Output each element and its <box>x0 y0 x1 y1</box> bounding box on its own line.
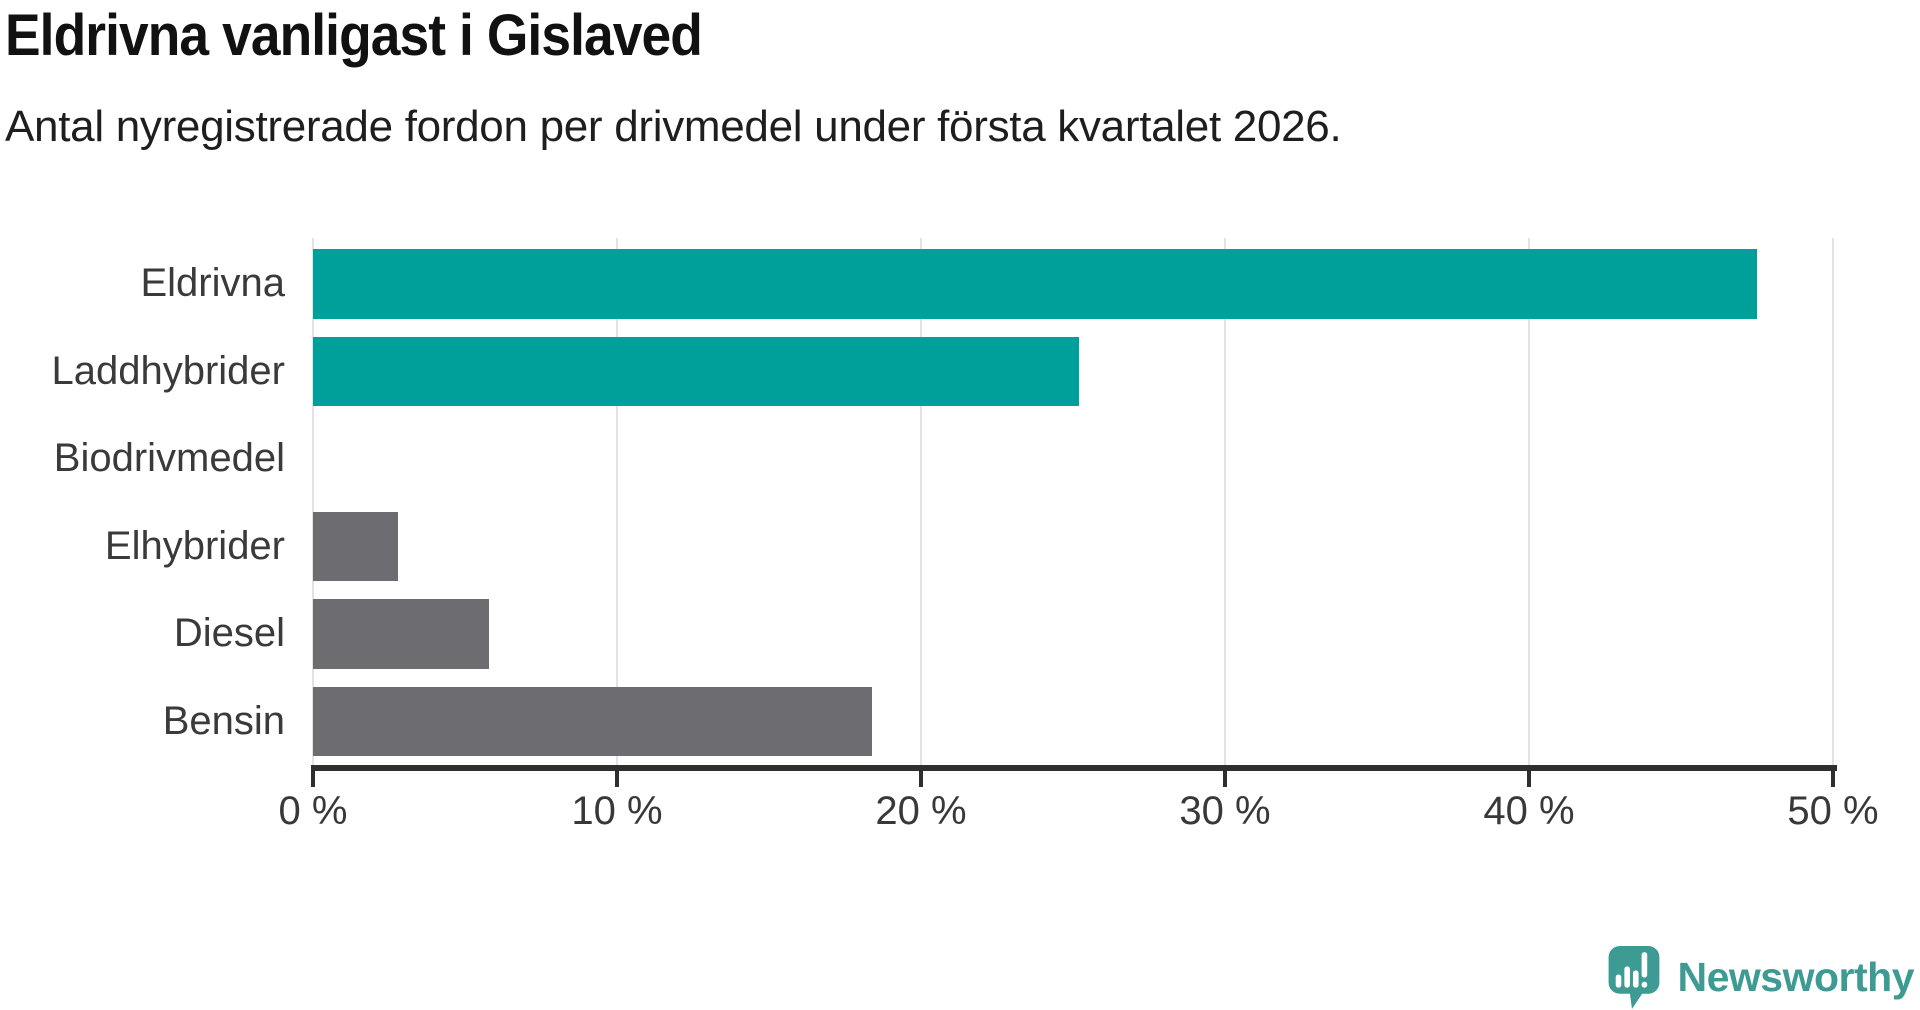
gridline <box>312 238 314 765</box>
bar <box>313 511 399 581</box>
x-axis-tick <box>615 765 619 787</box>
category-label: Biodrivmedel <box>53 436 285 480</box>
x-axis-tick <box>1831 765 1835 787</box>
newsworthy-logo: Newsworthy <box>1608 946 1915 1009</box>
chart-title: Eldrivna vanligast i Gislaved <box>5 3 703 68</box>
x-axis-tick-label: 10 % <box>571 789 663 833</box>
gridline <box>1224 238 1226 765</box>
x-axis-tick <box>919 765 923 787</box>
category-label: Bensin <box>162 698 285 743</box>
x-axis-tick-label: 40 % <box>1483 789 1575 833</box>
gridline <box>616 238 618 765</box>
chart-subtitle: Antal nyregistrerade fordon per drivmede… <box>5 102 1342 151</box>
category-label: Diesel <box>173 611 285 655</box>
x-axis-tick-label: 0 % <box>278 789 348 833</box>
newsworthy-logo-icon <box>1608 946 1659 1009</box>
category-label: Laddhybrider <box>51 348 286 393</box>
bar <box>313 599 490 669</box>
x-axis-tick-label: 50 % <box>1787 789 1879 833</box>
category-label: Eldrivna <box>140 261 285 305</box>
x-axis-tick <box>311 765 315 787</box>
x-axis-tick-label: 30 % <box>1179 789 1271 833</box>
bar <box>313 686 873 756</box>
x-axis-tick <box>1223 765 1227 787</box>
x-axis-tick <box>1527 765 1531 787</box>
bar <box>313 336 1080 406</box>
newsworthy-brand-text: Newsworthy <box>1677 954 1915 1000</box>
category-label: Elhybrider <box>104 523 285 568</box>
gridline <box>1832 238 1834 765</box>
gridline <box>920 238 922 765</box>
bar <box>313 249 1757 319</box>
x-axis-tick-label: 20 % <box>875 789 967 833</box>
gridline <box>1528 238 1530 765</box>
x-axis-line <box>311 765 1837 771</box>
